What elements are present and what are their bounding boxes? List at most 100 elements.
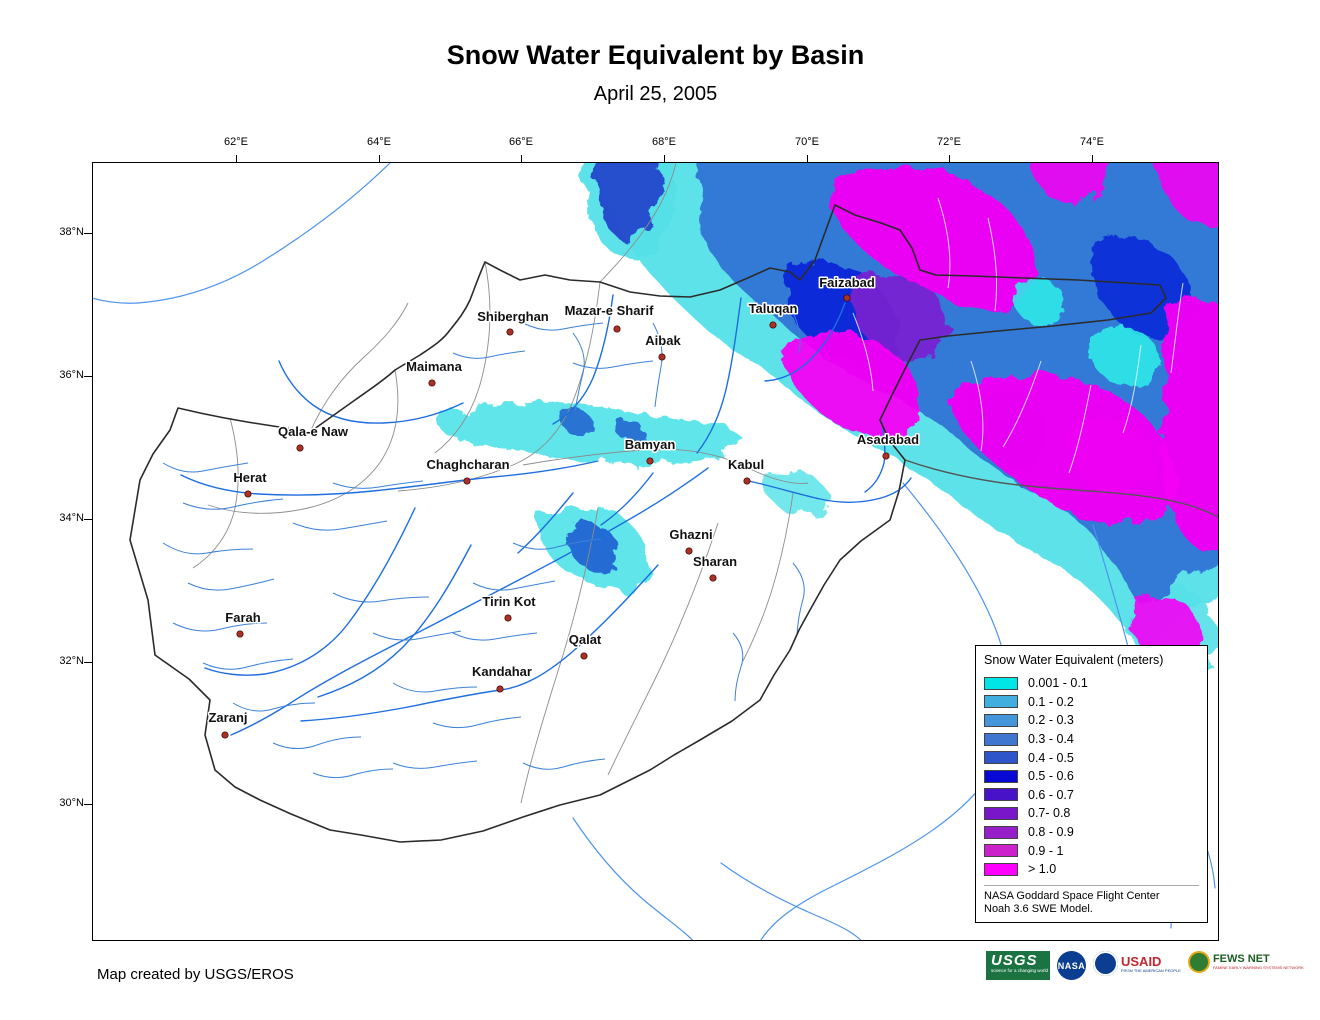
usaid-emblem-icon [1093, 951, 1118, 976]
city-dot [221, 731, 229, 739]
city-label: Sharan [693, 554, 737, 569]
x-tick-mark [1092, 155, 1093, 163]
city-marker: Qala-e Naw [276, 423, 350, 452]
city-label: Qalat [569, 632, 602, 647]
city-marker: Ghazni [668, 526, 714, 555]
legend-item: 0.6 - 0.7 [984, 786, 1199, 805]
city-dot [882, 452, 890, 460]
legend-item: 0.2 - 0.3 [984, 711, 1199, 730]
city-dot [843, 294, 851, 302]
city-label: Shiberghan [477, 309, 549, 324]
legend-item-label: 0.7- 0.8 [1028, 806, 1071, 821]
nasa-logo-icon: NASA [1057, 951, 1086, 980]
x-tick-label: 72°E [937, 136, 961, 148]
legend-item: 0.9 - 1 [984, 841, 1199, 860]
usgs-logo-tagline: science for a changing world [991, 968, 1049, 973]
x-tick-mark [664, 155, 665, 163]
city-label: Maimana [406, 359, 462, 374]
legend-swatch [984, 713, 1018, 727]
legend-source-line2: Noah 3.6 SWE Model. [984, 902, 1093, 915]
city-dot [504, 614, 512, 622]
city-dot [296, 444, 304, 452]
x-tick-mark [949, 155, 950, 163]
legend-title: Snow Water Equivalent (meters) [984, 653, 1164, 667]
city-marker: Asadabad [855, 431, 921, 460]
y-tick-mark [84, 519, 92, 520]
city-label: Herat [233, 470, 267, 485]
x-tick-label: 74°E [1080, 136, 1104, 148]
x-tick-label: 66°E [509, 136, 533, 148]
city-dot [743, 477, 751, 485]
city-dot [496, 685, 504, 693]
legend-swatch [984, 751, 1018, 765]
city-label: Taluqan [749, 301, 798, 316]
city-dot [685, 547, 693, 555]
city-marker: Chaghcharan [425, 456, 511, 485]
city-marker: Taluqan [747, 300, 799, 329]
city-dot [658, 353, 666, 361]
legend-item-label: 0.8 - 0.9 [1028, 825, 1074, 840]
city-dot [428, 379, 436, 387]
stream-layer [162, 312, 805, 779]
city-label: Farah [225, 610, 260, 625]
city-label: Tirin Kot [482, 594, 536, 609]
basin-boundary-east [904, 459, 1218, 518]
city-marker: Qalat [567, 631, 603, 660]
map-canvas: Faizabad Taluqan Mazar-e Sharif Shiberghan A… [93, 163, 1218, 940]
city-marker: Herat [232, 469, 269, 498]
legend-swatch [984, 825, 1018, 839]
city-marker: Shiberghan [476, 308, 550, 336]
city-label: Faizabad [819, 275, 875, 290]
legend-item: > 1.0 [984, 860, 1199, 879]
city-label: Mazar-e Sharif [565, 303, 655, 318]
map-credit: Map created by USGS/EROS [97, 966, 294, 983]
y-tick-mark [84, 662, 92, 663]
fewsnet-logo-text: FEWS NET [1212, 953, 1270, 965]
snow-raster-layer [438, 163, 1218, 680]
usgs-logo-text: USGS [991, 952, 1038, 969]
city-marker: Kandahar [471, 663, 533, 693]
legend-item: 0.1 - 0.2 [984, 693, 1199, 712]
y-tick-mark [84, 804, 92, 805]
legend-item-label: 0.9 - 1 [1028, 843, 1064, 858]
y-tick-mark [84, 376, 92, 377]
city-label: Chaghcharan [426, 457, 509, 472]
city-marker: Zaranj [207, 709, 249, 739]
map-frame: Faizabad Taluqan Mazar-e Sharif Shiberghan A… [92, 162, 1219, 941]
snow-drainage-lines [852, 197, 1184, 474]
fewsnet-logo-icon: FEWS NET FAMINE EARLY WARNING SYSTEMS NE… [1187, 951, 1304, 973]
x-tick-label: 62°E [224, 136, 248, 148]
legend-item-label: 0.4 - 0.5 [1028, 750, 1074, 765]
city-dot [244, 490, 252, 498]
city-dot [709, 574, 717, 582]
city-label: Qala-e Naw [278, 424, 349, 439]
legend-source: NASA Goddard Space Flight Center Noah 3.… [984, 884, 1199, 916]
legend-swatch [984, 695, 1018, 709]
usaid-logo-text: USAID [1121, 953, 1162, 969]
y-tick-label: 34°N [59, 512, 84, 524]
city-marker: Kabul [726, 456, 766, 485]
city-label: Ghazni [669, 527, 712, 542]
city-label: Aibak [645, 333, 681, 348]
legend-item-label: 0.1 - 0.2 [1028, 694, 1074, 709]
city-dot [646, 457, 654, 465]
legend-item: 0.7- 0.8 [984, 804, 1199, 823]
city-label: Asadabad [857, 432, 919, 447]
agency-logos: USGS science for a changing world NASA U… [986, 951, 1304, 980]
usaid-logo-tagline: FROM THE AMERICAN PEOPLE [1121, 967, 1181, 973]
city-marker: Faizabad [818, 274, 876, 302]
x-tick-label: 70°E [795, 136, 819, 148]
usgs-logo-icon: USGS science for a changing world [986, 951, 1050, 980]
y-tick-label: 36°N [59, 369, 84, 381]
city-dot [580, 652, 588, 660]
x-tick-mark [379, 155, 380, 163]
legend-swatch [984, 862, 1018, 876]
page-title: Snow Water Equivalent by Basin [446, 40, 865, 70]
cities-layer: Faizabad Taluqan Mazar-e Sharif Shiberghan A… [207, 274, 921, 739]
x-tick-mark [521, 155, 522, 163]
x-tick-mark [236, 155, 237, 163]
city-marker: Sharan [691, 553, 739, 582]
city-label: Zaranj [208, 710, 247, 725]
city-dot [613, 325, 621, 333]
